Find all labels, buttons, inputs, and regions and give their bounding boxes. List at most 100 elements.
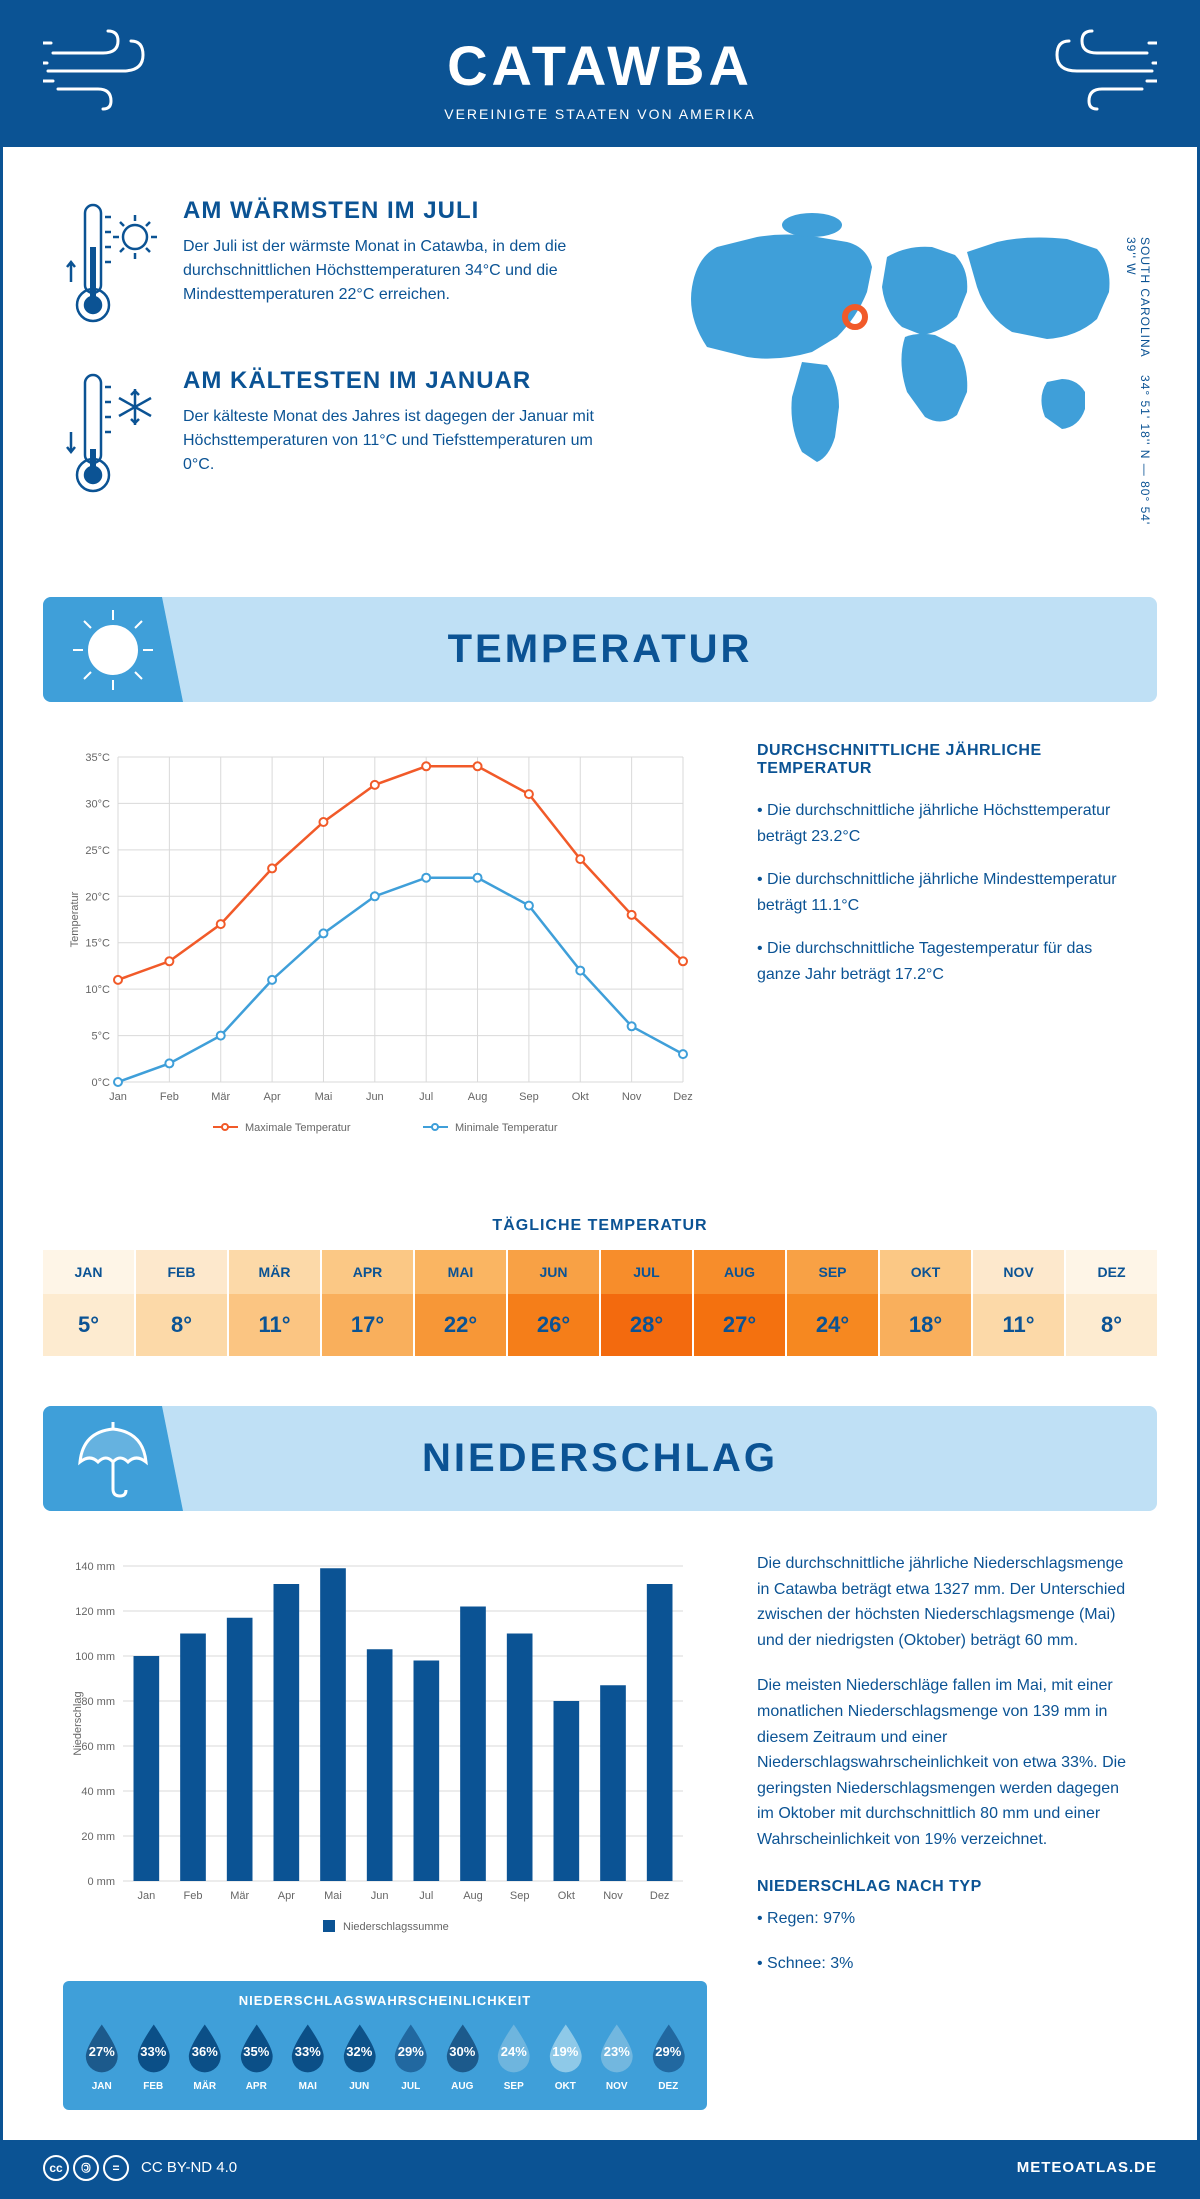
coldest-title: AM KÄLTESTEN IM JANUAR (183, 367, 617, 395)
precip-probability-box: NIEDERSCHLAGSWAHRSCHEINLICHKEIT 27% JAN … (63, 1981, 707, 2110)
temperature-banner: TEMPERATUR (43, 597, 1157, 702)
svg-text:Jul: Jul (419, 1890, 433, 1902)
world-map: SOUTH CAROLINA 34° 51' 18'' N — 80° 54' … (657, 197, 1137, 537)
precip-snow: • Schnee: 3% (757, 1951, 1137, 1977)
svg-text:Aug: Aug (468, 1091, 488, 1103)
svg-text:100 mm: 100 mm (75, 1651, 115, 1663)
svg-text:Mär: Mär (211, 1091, 230, 1103)
precip-rain: • Regen: 97% (757, 1906, 1137, 1932)
svg-text:Sep: Sep (510, 1890, 530, 1902)
svg-text:Okt: Okt (572, 1091, 589, 1103)
country-subtitle: VEREINIGTE STAATEN VON AMERIKA (3, 106, 1197, 122)
daily-cell: JAN 5° (43, 1250, 134, 1356)
coldest-fact: AM KÄLTESTEN IM JANUAR Der kälteste Mona… (63, 367, 617, 502)
temp-info-bullet: • Die durchschnittliche jährliche Mindes… (757, 867, 1137, 918)
svg-text:Jun: Jun (371, 1890, 389, 1902)
warmest-text: Der Juli ist der wärmste Monat in Catawb… (183, 235, 617, 307)
svg-text:Okt: Okt (558, 1890, 575, 1902)
svg-text:Maximale Temperatur: Maximale Temperatur (245, 1122, 351, 1134)
daily-cell: APR 17° (322, 1250, 413, 1356)
svg-text:15°C: 15°C (85, 938, 110, 950)
svg-text:Feb: Feb (160, 1091, 179, 1103)
prob-cell: 27% JAN (78, 2020, 126, 2092)
svg-text:0 mm: 0 mm (88, 1876, 116, 1888)
svg-text:Nov: Nov (603, 1890, 623, 1902)
precip-text: Die durchschnittliche jährliche Niedersc… (757, 1551, 1137, 1653)
coldest-text: Der kälteste Monat des Jahres ist dagege… (183, 405, 617, 477)
daily-cell: SEP 24° (787, 1250, 878, 1356)
cc-icons: cc🄯= (43, 2155, 129, 2181)
thermometer-sun-icon (63, 197, 163, 332)
prob-cell: 29% DEZ (645, 2020, 693, 2092)
precipitation-banner: NIEDERSCHLAG (43, 1406, 1157, 1511)
svg-text:80 mm: 80 mm (81, 1696, 115, 1708)
svg-text:Jun: Jun (366, 1091, 384, 1103)
coordinates: SOUTH CAROLINA 34° 51' 18'' N — 80° 54' … (1124, 237, 1152, 537)
svg-text:Dez: Dez (650, 1890, 670, 1902)
svg-text:Mai: Mai (315, 1091, 333, 1103)
prob-cell: 30% AUG (439, 2020, 487, 2092)
umbrella-icon (43, 1406, 183, 1511)
daily-cell: MÄR 11° (229, 1250, 320, 1356)
daily-temp-table: JAN 5° FEB 8° MÄR 11° APR 17° MAI 22° JU… (3, 1250, 1197, 1386)
svg-text:Feb: Feb (184, 1890, 203, 1902)
svg-text:0°C: 0°C (92, 1077, 111, 1089)
svg-text:120 mm: 120 mm (75, 1606, 115, 1618)
prob-cell: 33% FEB (130, 2020, 178, 2092)
sun-icon (43, 597, 183, 702)
daily-cell: MAI 22° (415, 1250, 506, 1356)
svg-text:5°C: 5°C (92, 1031, 111, 1043)
temperature-line-chart: 0°C 5°C 10°C 15°C 20°C 25°C 30°C 35°C Jan Feb Mär A… (63, 742, 707, 1167)
warmest-title: AM WÄRMSTEN IM JULI (183, 197, 617, 225)
daily-temp-title: TÄGLICHE TEMPERATUR (3, 1217, 1197, 1235)
section-title-temp: TEMPERATUR (43, 627, 1157, 672)
wind-icon (43, 23, 163, 118)
prob-cell: 29% JUL (387, 2020, 435, 2092)
svg-text:10°C: 10°C (85, 984, 110, 996)
svg-text:Niederschlagssumme: Niederschlagssumme (343, 1921, 449, 1933)
wind-icon (1037, 23, 1157, 118)
svg-text:Temperatur: Temperatur (69, 891, 81, 947)
prob-cell: 32% JUN (336, 2020, 384, 2092)
prob-cell: 24% SEP (490, 2020, 538, 2092)
daily-cell: DEZ 8° (1066, 1250, 1157, 1356)
svg-text:30°C: 30°C (85, 798, 110, 810)
svg-text:Apr: Apr (278, 1890, 295, 1902)
svg-text:Jan: Jan (109, 1091, 127, 1103)
svg-text:25°C: 25°C (85, 845, 110, 857)
svg-text:20 mm: 20 mm (81, 1831, 115, 1843)
footer: cc🄯= CC BY-ND 4.0 METEOATLAS.DE (3, 2140, 1197, 2196)
prob-cell: 19% OKT (542, 2020, 590, 2092)
daily-cell: OKT 18° (880, 1250, 971, 1356)
svg-text:Aug: Aug (463, 1890, 483, 1902)
svg-text:35°C: 35°C (85, 752, 110, 764)
thermometer-snow-icon (63, 367, 163, 502)
prob-cell: 35% APR (233, 2020, 281, 2092)
prob-cell: 36% MÄR (181, 2020, 229, 2092)
daily-cell: AUG 27° (694, 1250, 785, 1356)
svg-text:Apr: Apr (264, 1091, 281, 1103)
svg-text:20°C: 20°C (85, 891, 110, 903)
precip-text: Die meisten Niederschläge fallen im Mai,… (757, 1673, 1137, 1852)
daily-cell: NOV 11° (973, 1250, 1064, 1356)
prob-cell: 33% MAI (284, 2020, 332, 2092)
svg-text:Minimale Temperatur: Minimale Temperatur (455, 1122, 558, 1134)
svg-text:140 mm: 140 mm (75, 1561, 115, 1573)
temp-info-title: DURCHSCHNITTLICHE JÄHRLICHE TEMPERATUR (757, 742, 1137, 778)
svg-text:Niederschlag: Niederschlag (72, 1691, 84, 1755)
svg-text:40 mm: 40 mm (81, 1786, 115, 1798)
svg-text:60 mm: 60 mm (81, 1741, 115, 1753)
header: CATAWBA VEREINIGTE STAATEN VON AMERIKA (3, 3, 1197, 147)
svg-text:Jul: Jul (419, 1091, 433, 1103)
svg-text:Mär: Mär (230, 1890, 249, 1902)
temp-info-bullet: • Die durchschnittliche Tagestemperatur … (757, 936, 1137, 987)
section-title-precip: NIEDERSCHLAG (43, 1436, 1157, 1481)
precip-type-title: NIEDERSCHLAG NACH TYP (757, 1878, 1137, 1896)
license-text: CC BY-ND 4.0 (141, 2159, 237, 2176)
svg-text:Dez: Dez (673, 1091, 693, 1103)
temp-info-bullet: • Die durchschnittliche jährliche Höchst… (757, 798, 1137, 849)
prob-title: NIEDERSCHLAGSWAHRSCHEINLICHKEIT (78, 1993, 692, 2008)
daily-cell: JUL 28° (601, 1250, 692, 1356)
daily-cell: JUN 26° (508, 1250, 599, 1356)
svg-text:Sep: Sep (519, 1091, 539, 1103)
